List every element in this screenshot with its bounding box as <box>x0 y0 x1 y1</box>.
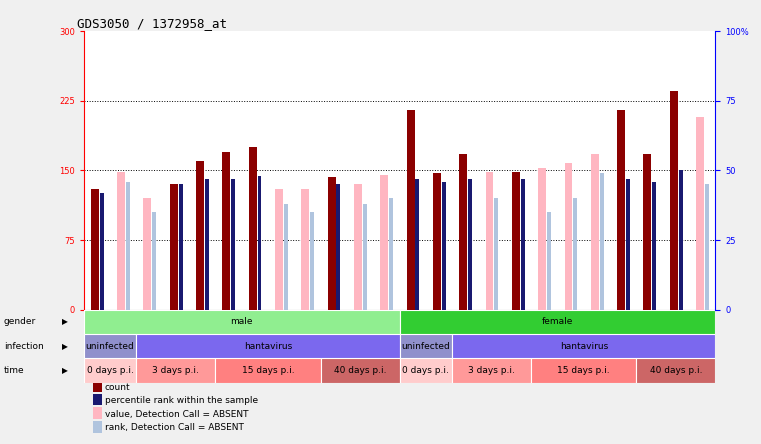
Bar <box>231 179 235 310</box>
Text: ▶: ▶ <box>62 342 68 351</box>
Bar <box>468 179 472 310</box>
Bar <box>617 110 625 310</box>
Text: 0 days p.i.: 0 days p.i. <box>87 366 133 375</box>
Bar <box>275 189 283 310</box>
Bar <box>380 175 388 310</box>
Bar <box>433 173 441 310</box>
Text: 40 days p.i.: 40 days p.i. <box>334 366 387 375</box>
Bar <box>93 394 102 405</box>
Text: count: count <box>104 383 130 392</box>
Text: 3 days p.i.: 3 days p.i. <box>152 366 199 375</box>
Bar <box>93 421 102 432</box>
Text: time: time <box>4 366 24 375</box>
Bar <box>100 193 103 310</box>
Bar <box>336 184 340 310</box>
Bar <box>644 154 651 310</box>
Text: male: male <box>231 317 253 326</box>
Bar <box>215 358 320 383</box>
Text: infection: infection <box>4 342 43 351</box>
Bar <box>442 182 446 310</box>
Bar <box>93 380 102 392</box>
Text: 15 days p.i.: 15 days p.i. <box>242 366 295 375</box>
Bar <box>400 334 452 358</box>
Bar <box>495 198 498 310</box>
Bar <box>93 408 102 419</box>
Bar <box>705 184 709 310</box>
Text: gender: gender <box>4 317 36 326</box>
Bar <box>565 163 572 310</box>
Bar <box>222 152 231 310</box>
Text: 0 days p.i.: 0 days p.i. <box>403 366 449 375</box>
Bar <box>547 212 551 310</box>
Text: 3 days p.i.: 3 days p.i. <box>468 366 515 375</box>
Text: rank, Detection Call = ABSENT: rank, Detection Call = ABSENT <box>104 423 244 432</box>
Bar <box>320 358 400 383</box>
Bar <box>126 182 130 310</box>
Bar <box>400 358 452 383</box>
Text: hantavirus: hantavirus <box>244 342 292 351</box>
Text: value, Detection Call = ABSENT: value, Detection Call = ABSENT <box>104 410 248 419</box>
Text: percentile rank within the sample: percentile rank within the sample <box>104 396 258 405</box>
Bar <box>363 204 367 310</box>
Text: uninfected: uninfected <box>86 342 135 351</box>
Bar <box>626 179 630 310</box>
Text: hantavirus: hantavirus <box>559 342 608 351</box>
Bar <box>136 334 400 358</box>
Bar <box>205 179 209 310</box>
Bar <box>354 184 362 310</box>
Bar <box>679 170 683 310</box>
Bar <box>521 179 524 310</box>
Bar <box>301 189 309 310</box>
Bar <box>249 147 256 310</box>
Bar <box>452 334 715 358</box>
Bar <box>389 198 393 310</box>
Bar <box>573 198 578 310</box>
Bar <box>416 179 419 310</box>
Bar <box>136 358 215 383</box>
Bar <box>636 358 715 383</box>
Bar <box>670 91 678 310</box>
Text: 40 days p.i.: 40 days p.i. <box>650 366 702 375</box>
Text: female: female <box>542 317 573 326</box>
Bar <box>257 176 262 310</box>
Bar <box>84 334 136 358</box>
Bar <box>696 116 704 310</box>
Bar <box>400 310 715 334</box>
Bar <box>328 177 336 310</box>
Bar <box>91 189 99 310</box>
Bar <box>591 154 599 310</box>
Bar <box>310 212 314 310</box>
Bar <box>486 172 493 310</box>
Bar <box>84 358 136 383</box>
Bar <box>652 182 656 310</box>
Bar <box>152 212 156 310</box>
Bar <box>406 110 415 310</box>
Bar <box>179 184 183 310</box>
Bar <box>144 198 151 310</box>
Text: 15 days p.i.: 15 days p.i. <box>558 366 610 375</box>
Text: uninfected: uninfected <box>402 342 451 351</box>
Bar <box>531 358 636 383</box>
Bar <box>170 184 177 310</box>
Bar <box>452 358 531 383</box>
Bar <box>512 172 520 310</box>
Bar <box>196 161 204 310</box>
Bar <box>84 310 400 334</box>
Text: ▶: ▶ <box>62 317 68 326</box>
Bar <box>538 168 546 310</box>
Bar <box>600 173 603 310</box>
Text: ▶: ▶ <box>62 366 68 375</box>
Text: GDS3050 / 1372958_at: GDS3050 / 1372958_at <box>78 17 228 30</box>
Bar <box>284 204 288 310</box>
Bar <box>117 172 125 310</box>
Bar <box>460 154 467 310</box>
